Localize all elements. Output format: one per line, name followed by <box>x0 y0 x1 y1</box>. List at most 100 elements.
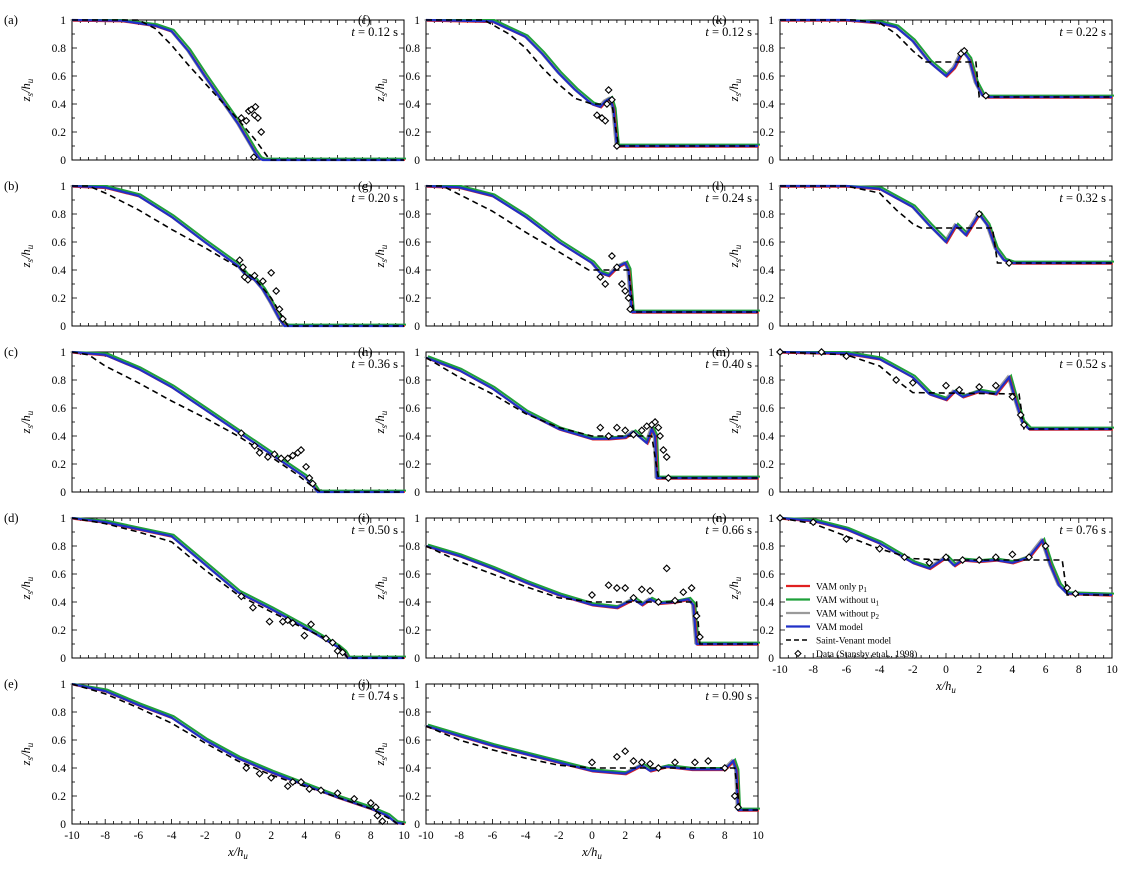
y-tick-label: 0.4 <box>760 597 775 609</box>
y-tick-label: 0 <box>768 155 774 167</box>
y-tick-label: 0.2 <box>406 459 421 471</box>
x-tick-label: 6 <box>689 830 695 842</box>
data-point <box>671 758 679 767</box>
series-vam-without-u1 <box>73 517 406 658</box>
data-point <box>975 210 984 218</box>
y-tick-label: 0.6 <box>52 237 67 249</box>
panel-letter: (a) <box>4 13 18 27</box>
data-point <box>317 786 325 795</box>
data-point <box>646 586 655 595</box>
data-point <box>612 263 621 272</box>
x-tick-label: -6 <box>134 830 144 842</box>
data-point <box>235 256 244 265</box>
data-point <box>250 271 259 280</box>
y-tick-label: 0.6 <box>52 403 67 415</box>
data-point <box>255 769 264 778</box>
panel-letter: (k) <box>712 13 727 27</box>
x-tick-label: 4 <box>302 830 308 842</box>
y-tick-label: 1 <box>414 15 420 27</box>
y-axis-label: zs/hu <box>727 576 743 600</box>
data-point <box>690 758 699 767</box>
series-saint-venant <box>72 19 404 161</box>
y-tick-label: 1 <box>60 15 66 27</box>
data-point <box>617 280 626 288</box>
time-label: t = 0.40 s <box>705 357 752 371</box>
y-tick-label: 0.6 <box>52 569 67 581</box>
data-point <box>692 612 701 620</box>
data-point <box>875 544 884 553</box>
data-point <box>651 418 660 426</box>
data-point <box>297 778 306 786</box>
series-vam-without-u1 <box>427 19 760 146</box>
plot-frame <box>425 19 759 161</box>
data-point <box>659 446 668 454</box>
time-label: t = 0.52 s <box>1059 357 1106 371</box>
data-point <box>817 348 826 356</box>
data-point <box>695 633 704 641</box>
data-point <box>258 277 267 286</box>
data-point <box>242 116 251 125</box>
panel-i: 0 0.2 0.4 0.6 0.8 1 zs/hu (i) t = 0.66 s <box>358 511 760 665</box>
panel-letter: (h) <box>358 345 373 359</box>
data-point <box>662 453 671 461</box>
data-point <box>305 474 314 482</box>
data-point <box>925 558 934 567</box>
y-axis-label: zs/hu <box>19 742 35 766</box>
data-point <box>892 376 901 384</box>
series-vam-model <box>780 184 1112 265</box>
series-saint-venant <box>72 185 404 327</box>
y-tick-label: 0.8 <box>406 375 421 387</box>
y-tick-label: 0.2 <box>760 459 775 471</box>
x-tick-label: -4 <box>521 830 531 842</box>
data-point <box>842 352 851 361</box>
data-point <box>305 785 314 793</box>
panel-e: 0 0.2 0.4 0.6 0.8 1 -10 -8 -6 -4 -2 0 2 4 6 8 10 x/hu zs/h… <box>4 677 410 861</box>
x-tick-label: 10 <box>1106 664 1118 676</box>
y-tick-label: 0.2 <box>52 459 67 471</box>
data-point <box>278 315 287 323</box>
data-point <box>283 454 292 463</box>
y-tick-label: 0 <box>414 155 420 167</box>
x-tick-label: -6 <box>842 664 852 676</box>
x-tick-label: 0 <box>589 830 595 842</box>
plot-frame <box>425 351 759 493</box>
series-vam-without-u1 <box>427 723 760 810</box>
time-label: t = 0.12 s <box>705 25 752 39</box>
y-tick-label: 0.6 <box>760 237 775 249</box>
y-tick-label: 0.2 <box>760 293 775 305</box>
series-vam-only-p1 <box>72 351 405 493</box>
series-vam-without-u1 <box>427 543 760 644</box>
data-point <box>1041 542 1050 550</box>
series-vam-only-p1 <box>426 185 759 314</box>
data-point <box>776 514 784 522</box>
data-point <box>776 348 784 356</box>
data-point <box>588 758 596 767</box>
y-tick-label: 0 <box>60 653 66 665</box>
plot-frame <box>425 517 759 659</box>
panel-j: 0 0.2 0.4 0.6 0.8 1 -10 -8 -6 -4 -2 0 2 4 6 8 10 x/hu zs/h… <box>358 677 764 861</box>
y-tick-label: 0.2 <box>760 625 775 637</box>
data-point <box>1071 589 1080 598</box>
y-tick-label: 0.2 <box>760 127 775 139</box>
x-axis-label: x/hu <box>227 845 248 861</box>
data-point <box>621 747 630 756</box>
data-point <box>308 479 317 488</box>
data-point <box>607 252 616 260</box>
x-tick-label: 10 <box>398 830 410 842</box>
y-tick-label: 0.6 <box>760 569 775 581</box>
data-point <box>267 773 276 782</box>
x-tick-label: 8 <box>722 830 728 842</box>
panel-k: 0 0.2 0.4 0.6 0.8 1 zs/hu (k) t = 0.22 s <box>712 13 1114 167</box>
plot-frame <box>71 19 405 161</box>
panel-d: 0 0.2 0.4 0.6 0.8 1 zs/hu (d) t = 0.50 s <box>4 511 406 665</box>
data-point <box>267 268 276 277</box>
x-tick-label: 4 <box>1010 664 1016 676</box>
data-point <box>960 46 969 55</box>
y-axis-label: zs/hu <box>19 410 35 434</box>
data-point <box>300 631 309 640</box>
data-point <box>637 758 646 767</box>
data-point <box>255 448 264 457</box>
data-point <box>687 584 696 592</box>
time-label: t = 0.20 s <box>351 191 398 205</box>
